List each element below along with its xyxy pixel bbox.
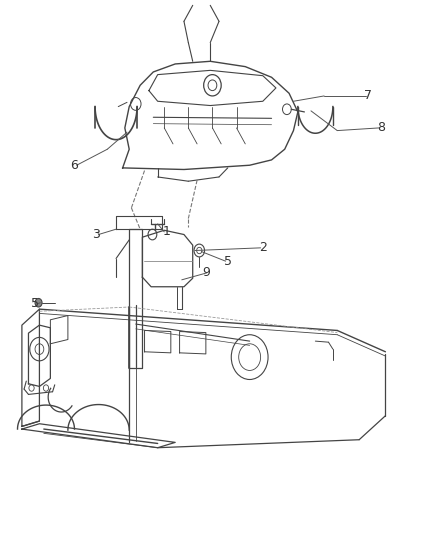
Text: 6: 6 <box>71 159 78 172</box>
Text: 2: 2 <box>259 241 267 254</box>
Circle shape <box>35 298 42 307</box>
Text: 5: 5 <box>224 255 232 268</box>
Text: 3: 3 <box>92 228 100 241</box>
Text: 8: 8 <box>377 122 385 134</box>
Text: 7: 7 <box>364 90 372 102</box>
Text: 5: 5 <box>31 297 39 310</box>
Text: 1: 1 <box>162 225 170 238</box>
Text: 9: 9 <box>202 266 210 279</box>
